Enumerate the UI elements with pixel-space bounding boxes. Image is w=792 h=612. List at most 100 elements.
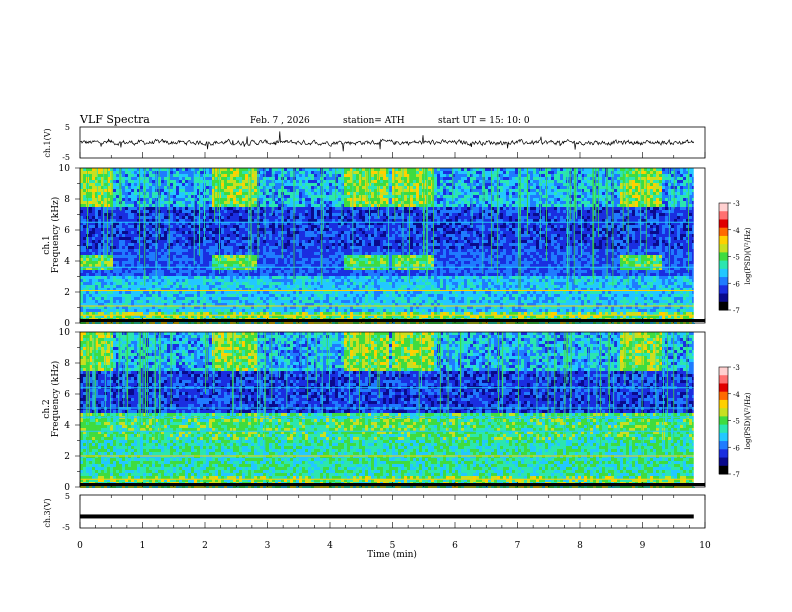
spec-cell <box>173 243 176 246</box>
spec-cell <box>182 291 185 294</box>
spec-cell <box>89 252 92 255</box>
spec-cell <box>293 258 296 261</box>
spec-cell <box>272 216 275 219</box>
spec-cell <box>314 255 317 258</box>
spec-cell <box>128 264 131 267</box>
spec-cell <box>362 204 365 207</box>
spec-cell <box>200 261 203 264</box>
spec-cell <box>131 171 134 174</box>
spec-cell <box>188 174 191 177</box>
spec-cell <box>290 225 293 228</box>
spec-cell <box>182 294 185 297</box>
spec-cell <box>200 282 203 285</box>
spec-cell <box>98 216 101 219</box>
spec-cell <box>350 264 353 267</box>
spec-cell <box>365 192 368 195</box>
spec-cell <box>161 174 164 177</box>
spec-cell <box>221 168 224 171</box>
spec-cell <box>140 312 143 315</box>
spec-cell <box>359 297 362 300</box>
spec-cell <box>293 231 296 234</box>
spec-cell <box>173 204 176 207</box>
spec-cell <box>245 276 248 279</box>
spec-cell <box>218 291 221 294</box>
spec-cell <box>146 207 149 210</box>
spec-cell <box>353 186 356 189</box>
spec-cell <box>86 282 89 285</box>
spec-cell <box>353 240 356 243</box>
spec-cell <box>86 279 89 282</box>
spec-cell <box>98 213 101 216</box>
spec-cell <box>257 180 260 183</box>
spec-cell <box>224 177 227 180</box>
spec-cell <box>176 204 179 207</box>
spec-cell <box>353 264 356 267</box>
spec-cell <box>221 213 224 216</box>
spec-cell <box>275 300 278 303</box>
figure-title: VLF Spectra <box>79 113 150 126</box>
spec-cell <box>83 171 86 174</box>
spec-cell <box>359 258 362 261</box>
spec-cell <box>362 171 365 174</box>
spec-cell <box>365 225 368 228</box>
spec-cell <box>110 234 113 237</box>
spec-cell <box>161 189 164 192</box>
spec-cell <box>200 231 203 234</box>
spec-cell <box>236 213 239 216</box>
spec-cell <box>221 177 224 180</box>
spec-cell <box>329 216 332 219</box>
spec-cell <box>131 258 134 261</box>
spec-cell <box>284 282 287 285</box>
spec-cell <box>173 273 176 276</box>
spec-cell <box>113 177 116 180</box>
spec-cell <box>332 312 335 315</box>
spec-cell <box>191 264 194 267</box>
spec-cell <box>125 285 128 288</box>
spec-cell <box>311 225 314 228</box>
spec-cell <box>176 168 179 171</box>
spec-cell <box>89 294 92 297</box>
spec-cell <box>191 219 194 222</box>
spec-cell <box>344 207 347 210</box>
spec-cell <box>296 183 299 186</box>
spec-cell <box>242 189 245 192</box>
spec-cell <box>146 231 149 234</box>
spec-cell <box>335 213 338 216</box>
spec-cell <box>95 279 98 282</box>
spec-cell <box>80 243 83 246</box>
spec-cell <box>224 207 227 210</box>
spec-cell <box>353 225 356 228</box>
spec-cell <box>185 168 188 171</box>
spec-cell <box>131 225 134 228</box>
spec-cell <box>260 255 263 258</box>
spec-cell <box>188 300 191 303</box>
spec-cell <box>140 240 143 243</box>
spec-cell <box>128 273 131 276</box>
spec-cell <box>344 219 347 222</box>
spec-cell <box>266 312 269 315</box>
spec-cell <box>167 282 170 285</box>
spec-cell <box>236 279 239 282</box>
spec-cell <box>329 312 332 315</box>
spec-cell <box>164 249 167 252</box>
spec-cell <box>188 252 191 255</box>
spec-cell <box>125 213 128 216</box>
spec-cell <box>227 204 230 207</box>
spec-cell <box>176 243 179 246</box>
spec-cell <box>290 270 293 273</box>
spec-cell <box>221 294 224 297</box>
spec-cell <box>158 273 161 276</box>
spec-cell <box>92 249 95 252</box>
spec-cell <box>296 252 299 255</box>
spec-cell <box>236 276 239 279</box>
spec-cell <box>233 177 236 180</box>
spec-cell <box>365 234 368 237</box>
spec-cell <box>344 276 347 279</box>
spec-cell <box>128 174 131 177</box>
spec-cell <box>170 195 173 198</box>
spec-cell <box>302 258 305 261</box>
spec-cell <box>293 249 296 252</box>
spec-cell <box>335 216 338 219</box>
spec-cell <box>257 231 260 234</box>
spec-cell <box>128 237 131 240</box>
